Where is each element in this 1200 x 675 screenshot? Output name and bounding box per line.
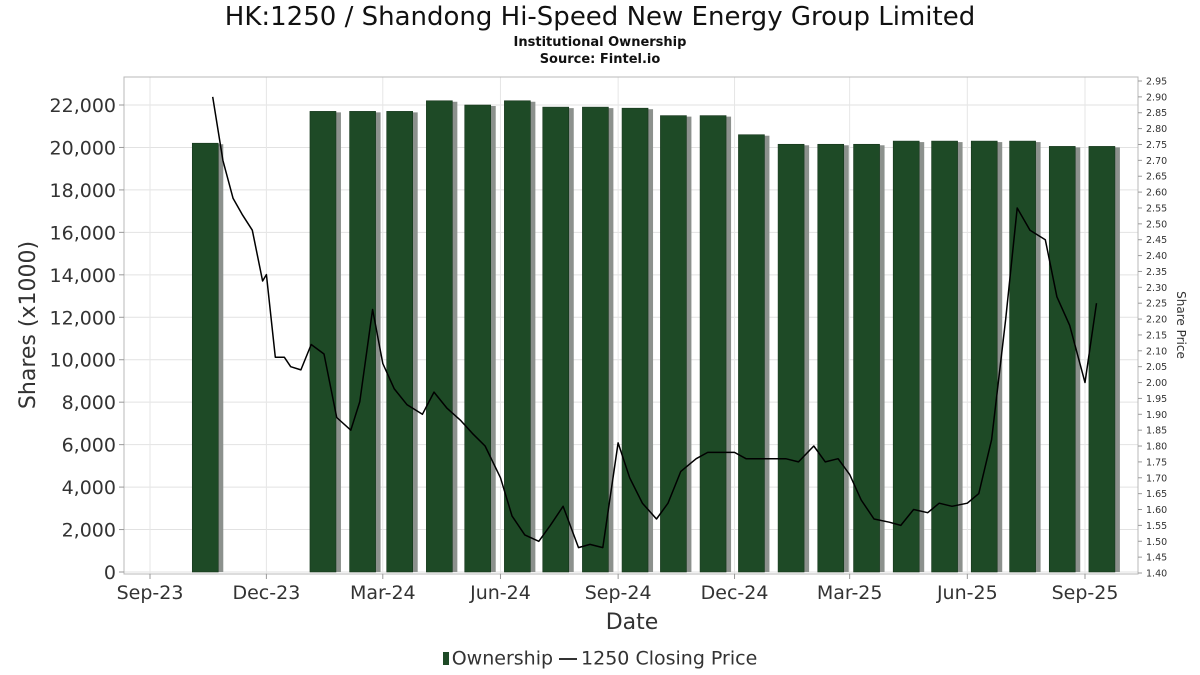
y-tick-label: 4,000	[62, 477, 116, 499]
ownership-bar	[660, 115, 687, 573]
ownership-bar	[1009, 140, 1036, 573]
ownership-bars	[191, 100, 1120, 573]
legend-ownership-label: Ownership	[451, 647, 554, 670]
ownership-bar	[970, 140, 998, 573]
legend-price-label: 1250 Closing Price	[581, 647, 758, 670]
x-tick-label: Jun-25	[936, 582, 998, 604]
ownership-bar	[1048, 146, 1076, 573]
price-line-path	[211, 96, 1098, 549]
y2-tick-label: 1.70	[1146, 473, 1167, 484]
y2-tick-label: 1.95	[1146, 394, 1167, 405]
y-tick-label: 14,000	[50, 265, 116, 287]
y2-tick-label: 1.50	[1146, 537, 1167, 548]
ownership-bar	[504, 100, 531, 573]
ownership-bar	[777, 143, 805, 573]
y2-tick-label: 2.60	[1146, 188, 1167, 199]
y2-tick-label: 2.35	[1146, 267, 1167, 278]
y-tick-label: 18,000	[50, 180, 116, 202]
legend: Ownership 1250 Closing Price	[0, 647, 1200, 670]
chart-title: HK:1250 / Shandong Hi-Speed New Energy G…	[224, 2, 976, 32]
y2-tick-label: 1.85	[1146, 426, 1167, 437]
y2-axis-label: Share Price	[1174, 291, 1188, 359]
y2-tick-label: 2.45	[1146, 235, 1167, 246]
y2-tick-label: 1.65	[1146, 489, 1167, 500]
y2-tick-label: 2.20	[1146, 315, 1167, 326]
y-axis-label: Shares (x1000)	[16, 241, 41, 409]
price-line	[211, 96, 1098, 549]
ownership-bar	[738, 134, 765, 573]
ownership-bar	[191, 142, 219, 573]
y2-tick-label: 1.45	[1146, 553, 1167, 564]
y2-tick-label: 2.65	[1146, 172, 1167, 183]
x-axis: Sep-23 Dec-23 Mar-24 Jun-24 Sep-24 Dec-24 Mar-…	[117, 574, 1119, 604]
price-legend-swatch	[559, 657, 578, 660]
y-tick-label: 10,000	[50, 350, 116, 372]
y2-tick-label: 2.00	[1146, 378, 1167, 389]
y2-tick-label: 1.75	[1146, 457, 1167, 468]
plot-frame	[123, 76, 1139, 575]
ownership-bar	[582, 106, 609, 573]
y-tick-label: 6,000	[62, 435, 116, 457]
ownership-bar	[892, 140, 920, 573]
ownership-bar	[853, 143, 880, 573]
left-axis: 0 2,000 4,000 6,000 8,000 10,000 12,000 14,000 1…	[50, 95, 124, 584]
chart-source: Source: Fintel.io	[539, 52, 661, 67]
x-tick-label: Sep-24	[585, 582, 652, 604]
ownership-bar	[699, 115, 727, 573]
y2-tick-label: 2.25	[1146, 299, 1167, 310]
y2-tick-label: 2.90	[1146, 92, 1167, 103]
y2-tick-label: 2.15	[1146, 330, 1167, 341]
ownership-bar	[464, 104, 492, 573]
x-tick-label: Dec-24	[701, 582, 769, 604]
y2-tick-label: 2.55	[1146, 203, 1167, 214]
y2-tick-label: 2.50	[1146, 219, 1167, 230]
y2-tick-label: 2.85	[1146, 108, 1167, 119]
ownership-bar	[542, 106, 570, 573]
y2-tick-label: 2.70	[1146, 156, 1167, 167]
y-tick-label: 8,000	[62, 392, 116, 414]
x-axis-label: Date	[606, 610, 659, 635]
ownership-bar	[349, 111, 376, 573]
ownership-bar	[426, 100, 453, 573]
y2-tick-label: 1.60	[1146, 505, 1167, 516]
y2-tick-label: 2.30	[1146, 283, 1167, 294]
y2-tick-label: 2.75	[1146, 140, 1167, 151]
y-tick-label: 16,000	[50, 222, 116, 244]
x-tick-label: Jun-24	[469, 582, 531, 604]
y2-tick-label: 2.40	[1146, 251, 1167, 262]
x-tick-label: Sep-23	[117, 582, 184, 604]
chart-subtitle: Institutional Ownership	[513, 35, 687, 50]
y2-tick-label: 2.05	[1146, 362, 1167, 373]
y2-tick-label: 2.10	[1146, 346, 1167, 357]
y2-tick-label: 2.95	[1146, 77, 1167, 88]
x-tick-label: Dec-23	[232, 582, 300, 604]
ownership-bar	[621, 107, 649, 573]
y-tick-label: 2,000	[62, 520, 116, 542]
ownership-bar	[931, 140, 958, 573]
y2-tick-label: 1.80	[1146, 442, 1167, 453]
ownership-legend-swatch	[442, 652, 449, 665]
right-axis: 1.40 1.45 1.50 1.55 1.60 1.65 1.70 1.75 1.80 1.85…	[1138, 77, 1167, 580]
ownership-bar	[1088, 146, 1116, 573]
y2-tick-label: 1.90	[1146, 410, 1167, 421]
y-tick-label: 22,000	[50, 95, 116, 117]
y2-tick-label: 1.55	[1146, 521, 1167, 532]
y-tick-label: 0	[104, 562, 116, 584]
ownership-bar	[386, 111, 413, 573]
x-tick-label: Mar-25	[817, 582, 883, 604]
y-tick-label: 20,000	[50, 137, 116, 159]
y2-tick-label: 2.80	[1146, 124, 1167, 135]
ownership-bar	[309, 111, 337, 573]
y2-tick-label: 1.40	[1146, 569, 1167, 580]
ownership-bar	[817, 143, 845, 573]
y-tick-label: 12,000	[50, 307, 116, 329]
x-tick-label: Mar-24	[350, 582, 416, 604]
x-tick-label: Sep-25	[1052, 582, 1119, 604]
